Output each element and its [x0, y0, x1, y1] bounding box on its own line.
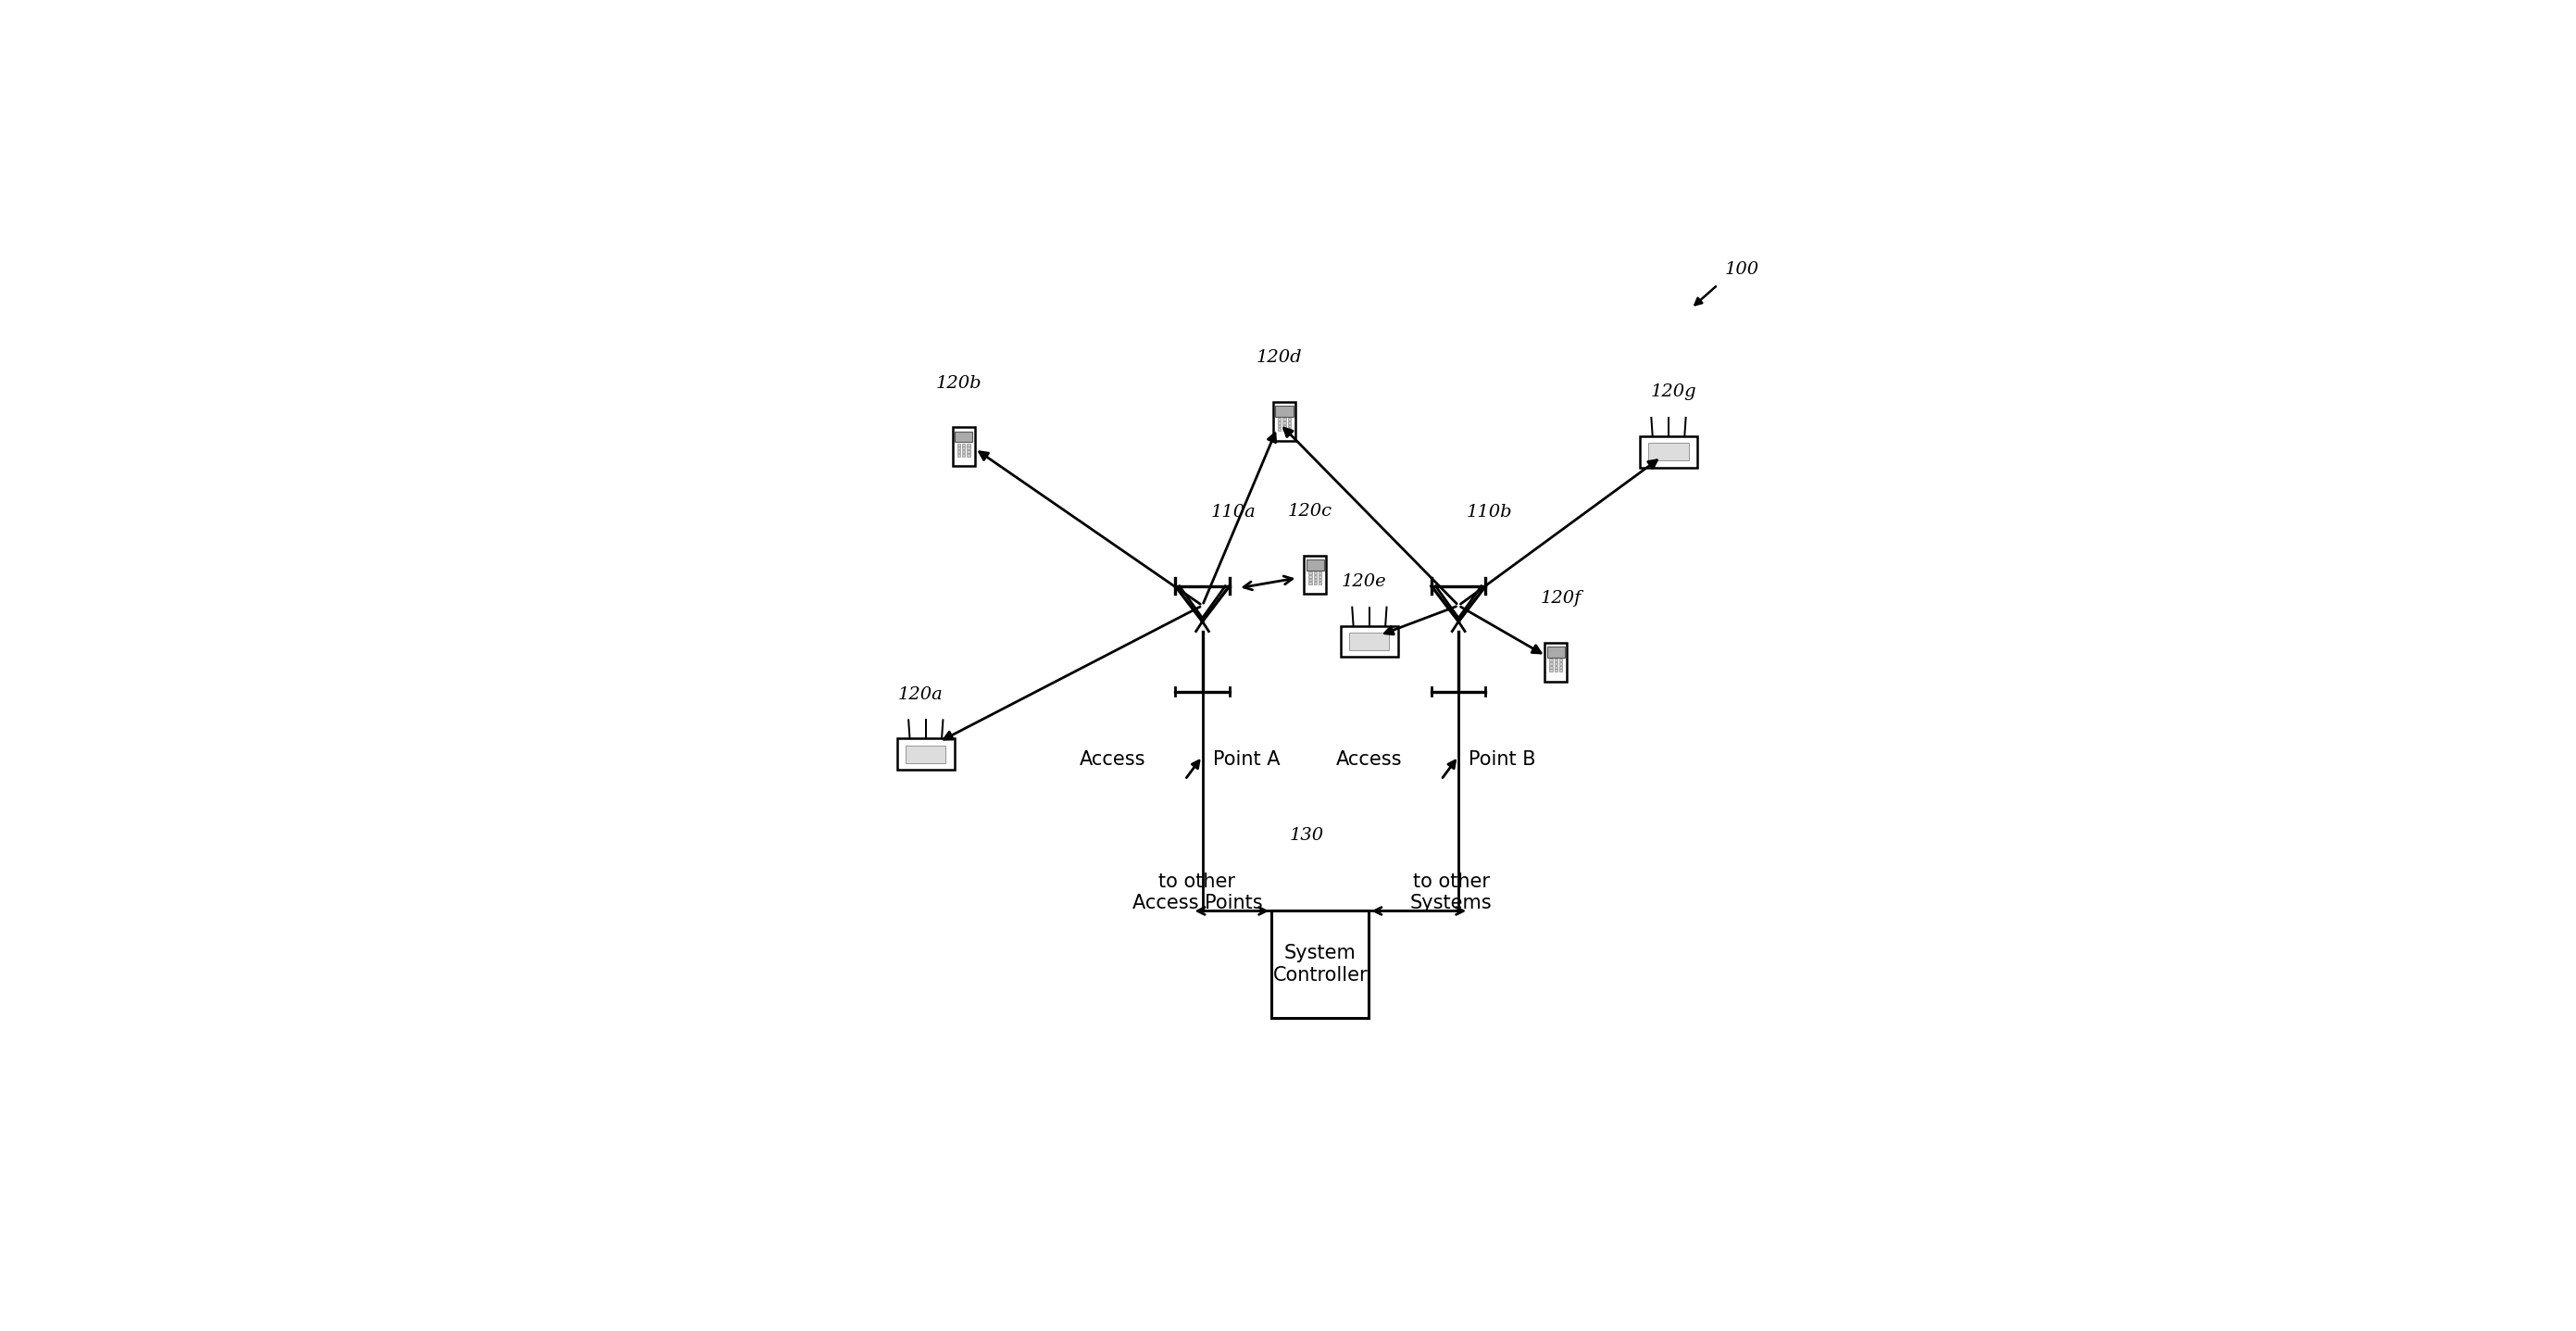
Bar [1558, 659, 1561, 662]
Text: 120b: 120b [935, 374, 981, 391]
Bar [1309, 582, 1311, 584]
Bar [958, 443, 961, 446]
Bar [1546, 643, 1566, 681]
Text: 120a: 120a [899, 687, 943, 703]
Bar [1553, 662, 1558, 664]
Bar [1278, 421, 1280, 425]
Text: 120e: 120e [1342, 574, 1386, 590]
Bar [1649, 443, 1687, 461]
Bar [961, 454, 966, 457]
Bar [1309, 579, 1311, 582]
Bar [1288, 421, 1291, 425]
Text: 120g: 120g [1651, 383, 1698, 401]
Bar [1309, 575, 1311, 578]
Bar [953, 427, 974, 466]
Bar [1273, 402, 1296, 441]
Bar [1641, 437, 1698, 467]
Text: Point A: Point A [1213, 749, 1280, 768]
Bar [1314, 579, 1316, 582]
Bar [1278, 429, 1280, 431]
Bar [1283, 429, 1285, 431]
Bar [1275, 406, 1293, 417]
Bar [1558, 666, 1561, 668]
Bar [1553, 669, 1558, 672]
Bar [1553, 659, 1558, 662]
Text: to other
Access Points: to other Access Points [1131, 873, 1262, 913]
FancyBboxPatch shape [1273, 910, 1368, 1018]
Bar [1283, 421, 1285, 425]
Text: 120c: 120c [1288, 503, 1332, 519]
Bar [966, 443, 971, 446]
Bar [1558, 669, 1561, 672]
Bar [1283, 418, 1285, 421]
Text: 130: 130 [1291, 827, 1324, 844]
Bar [1288, 425, 1291, 427]
Bar [1319, 582, 1321, 584]
Bar [1548, 669, 1553, 672]
Bar [961, 450, 966, 453]
Bar [1553, 666, 1558, 668]
Bar [1309, 571, 1311, 574]
Bar [1548, 659, 1553, 662]
Bar [1548, 647, 1564, 658]
Bar [1283, 425, 1285, 427]
Bar [1314, 571, 1316, 574]
Text: 110a: 110a [1211, 504, 1255, 520]
Bar [1303, 555, 1327, 594]
Bar [1548, 666, 1553, 668]
Text: 120f: 120f [1540, 590, 1582, 607]
Bar [1314, 575, 1316, 578]
Bar [1306, 559, 1324, 570]
Bar [1288, 418, 1291, 421]
Bar [961, 443, 966, 446]
Text: 100: 100 [1726, 261, 1759, 278]
Text: 110b: 110b [1466, 504, 1512, 520]
Text: to other
Systems: to other Systems [1409, 873, 1492, 913]
Bar [1558, 662, 1561, 664]
Bar [958, 450, 961, 453]
Bar [907, 745, 945, 763]
Text: 120d: 120d [1257, 349, 1303, 366]
Bar [958, 454, 961, 457]
Bar [966, 450, 971, 453]
Bar [1340, 626, 1399, 658]
Bar [958, 447, 961, 450]
Bar [1288, 429, 1291, 431]
Bar [1319, 571, 1321, 574]
Text: Point B: Point B [1468, 749, 1535, 768]
Bar [1319, 575, 1321, 578]
Bar [956, 431, 974, 442]
Bar [1350, 632, 1388, 650]
Bar [1548, 662, 1553, 664]
Text: System
Controller: System Controller [1273, 944, 1368, 984]
Bar [896, 739, 953, 769]
Bar [966, 447, 971, 450]
Text: Access: Access [1079, 749, 1146, 768]
Bar [1314, 582, 1316, 584]
Bar [1278, 425, 1280, 427]
Bar [1319, 579, 1321, 582]
Bar [961, 447, 966, 450]
Bar [1278, 418, 1280, 421]
Text: Access: Access [1337, 749, 1401, 768]
Bar [966, 454, 971, 457]
